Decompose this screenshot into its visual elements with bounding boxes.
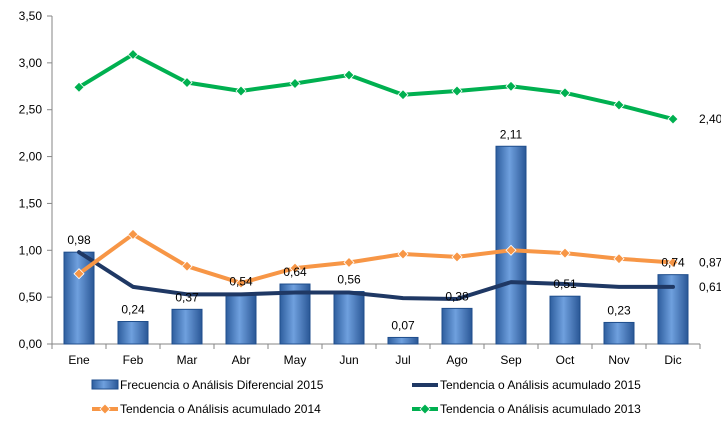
y-tick-label: 3,00 bbox=[19, 56, 43, 70]
series-marker bbox=[613, 253, 625, 265]
line-series bbox=[73, 48, 679, 302]
bar-data-label: 0,56 bbox=[337, 273, 361, 287]
bar bbox=[441, 307, 473, 345]
series-marker bbox=[181, 76, 193, 89]
series-marker bbox=[397, 248, 409, 260]
series-marker bbox=[73, 81, 85, 93]
series-marker bbox=[613, 99, 625, 111]
bar-data-label: 0,07 bbox=[391, 318, 415, 332]
legend-label: Tendencia o Análisis acumulado 2015 bbox=[440, 378, 641, 392]
series-marker bbox=[667, 256, 679, 269]
legend-marker bbox=[419, 403, 431, 415]
bar-series bbox=[63, 145, 689, 345]
series-marker bbox=[73, 268, 85, 280]
y-tick-label: 1,00 bbox=[19, 243, 43, 257]
series-line bbox=[77, 52, 675, 122]
x-tick-label: Sep bbox=[500, 353, 522, 367]
series-marker bbox=[451, 251, 463, 263]
series-marker bbox=[397, 89, 409, 101]
bar-data-label: 0,23 bbox=[607, 303, 631, 317]
bar-data-label: 0,64 bbox=[283, 265, 307, 279]
chart-axes: 0,00 0,50 1,00 1,50 2,00 2,50 3,00 3,50 Ene Feb Ma… bbox=[19, 9, 701, 367]
x-tick-label: Ene bbox=[68, 353, 90, 367]
legend-marker bbox=[99, 403, 111, 415]
series-marker bbox=[559, 247, 571, 259]
y-tick-label: 3,50 bbox=[19, 9, 43, 23]
bar bbox=[171, 308, 203, 345]
y-tick-label: 0,00 bbox=[19, 337, 43, 351]
series-marker bbox=[505, 80, 517, 92]
bar-data-label: 0,74 bbox=[661, 256, 685, 270]
series-marker bbox=[289, 77, 301, 90]
x-tick-label: Ago bbox=[446, 353, 468, 367]
series-marker bbox=[235, 277, 247, 289]
legend-label: Tendencia o Análisis acumulado 2013 bbox=[440, 402, 641, 416]
bar bbox=[333, 291, 365, 345]
legend-swatch bbox=[91, 379, 119, 390]
data-labels: 0,98 0,24 0,37 0,54 0,64 0,56 0,07 0,38 2,11 0,51… bbox=[67, 112, 721, 332]
series-marker bbox=[235, 85, 247, 97]
series-line bbox=[77, 232, 675, 286]
x-tick-label: Oct bbox=[556, 353, 575, 367]
series-marker bbox=[667, 113, 679, 125]
bar bbox=[387, 336, 419, 345]
x-tick-label: Jul bbox=[395, 353, 410, 367]
x-tick-label: Nov bbox=[608, 353, 629, 367]
series-marker bbox=[289, 262, 301, 274]
bar bbox=[549, 295, 581, 345]
bar-data-label: 0,38 bbox=[445, 289, 469, 303]
legend-label: Frecuencia o Análisis Diferencial 2015 bbox=[120, 378, 324, 392]
chart-legend: Frecuencia o Análisis Diferencial 2015 Te… bbox=[91, 378, 641, 416]
x-tick-label: Mar bbox=[177, 353, 198, 367]
series-marker bbox=[127, 48, 139, 60]
series-marker bbox=[451, 85, 463, 97]
bar bbox=[225, 292, 257, 345]
bar-data-label: 0,24 bbox=[121, 303, 145, 317]
bar-data-label: 0,51 bbox=[553, 277, 577, 291]
x-tick-label: Dic bbox=[664, 353, 681, 367]
series-marker bbox=[127, 228, 139, 240]
bar-data-label: 2,11 bbox=[500, 127, 523, 141]
x-tick-label: Abr bbox=[232, 353, 251, 367]
line-end-label: 2,40 bbox=[699, 112, 721, 126]
bar bbox=[117, 321, 149, 345]
series-marker bbox=[343, 256, 355, 269]
bar-data-label: 0,98 bbox=[67, 233, 91, 247]
bar bbox=[603, 321, 635, 345]
x-tick-label: Jun bbox=[339, 353, 358, 367]
legend-label: Tendencia o Análisis acumulado 2014 bbox=[120, 402, 321, 416]
series-marker bbox=[559, 87, 571, 99]
x-tick-label: May bbox=[284, 353, 307, 367]
line-end-label: 0,61 bbox=[699, 280, 721, 294]
bar-data-label: 0,37 bbox=[175, 290, 199, 304]
series-line bbox=[77, 250, 675, 302]
series-marker bbox=[343, 69, 355, 81]
series-marker bbox=[505, 244, 517, 256]
y-tick-label: 2,50 bbox=[19, 103, 43, 117]
y-tick-label: 2,00 bbox=[19, 150, 43, 164]
y-tick-label: 1,50 bbox=[19, 196, 43, 210]
series-marker bbox=[181, 260, 193, 272]
line-end-label: 0,87 bbox=[699, 255, 721, 269]
y-tick-label: 0,50 bbox=[19, 290, 43, 304]
bar-data-label: 0,54 bbox=[229, 274, 253, 288]
x-tick-label: Feb bbox=[123, 353, 144, 367]
